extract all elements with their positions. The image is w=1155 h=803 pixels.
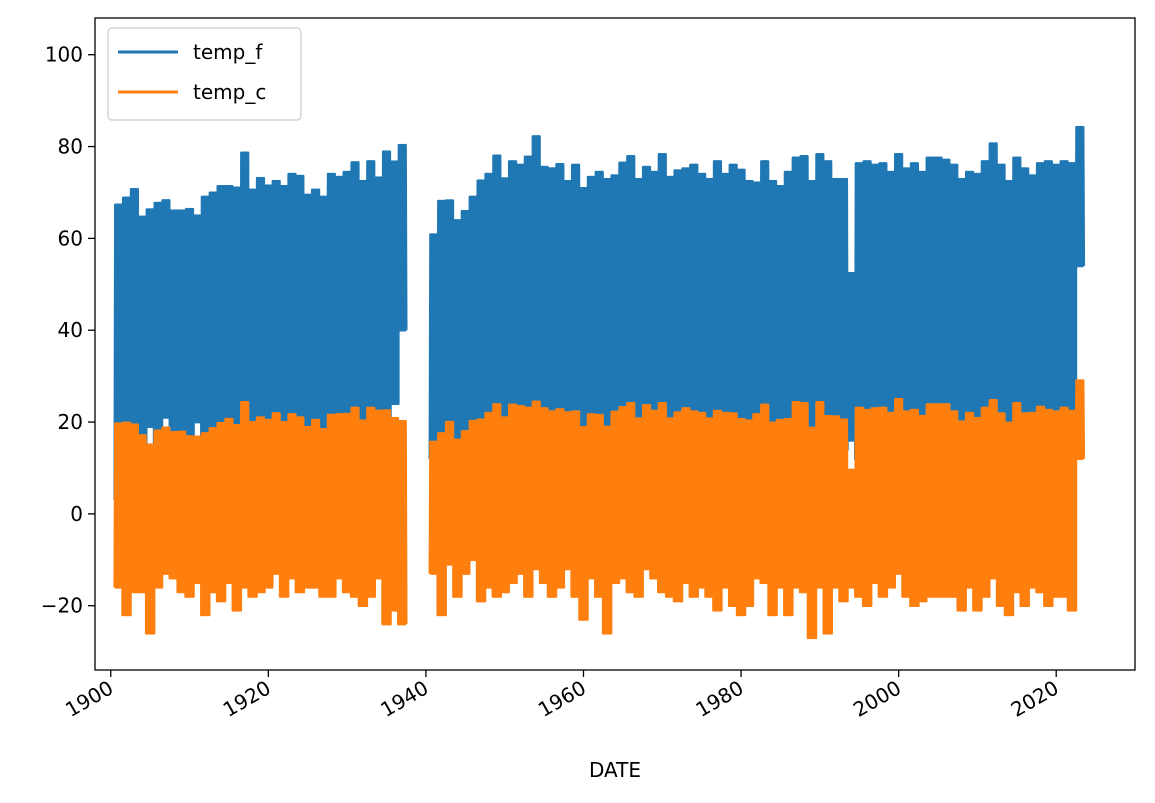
y-tick-label: −20 [41,594,83,618]
series-temp_c-line-segment-1 [428,379,1086,640]
series-layer [113,125,1086,640]
x-axis-title: DATE [589,758,641,782]
legend-label-temp_f: temp_f [193,40,263,64]
plot-frame [94,17,1136,671]
legend-label-temp_c: temp_c [193,80,266,104]
y-tick-label: 40 [58,318,83,342]
y-tick-label: 0 [70,502,83,526]
y-axis: −20 0 20 40 60 80 100 [41,43,95,618]
y-tick-label: 100 [45,43,83,67]
series-temp_c-line-segment-0 [113,401,408,635]
legend: temp_f temp_c [107,27,302,121]
y-tick-label: 80 [58,135,83,159]
y-tick-label: 20 [58,410,83,434]
y-tick-label: 60 [58,226,83,250]
